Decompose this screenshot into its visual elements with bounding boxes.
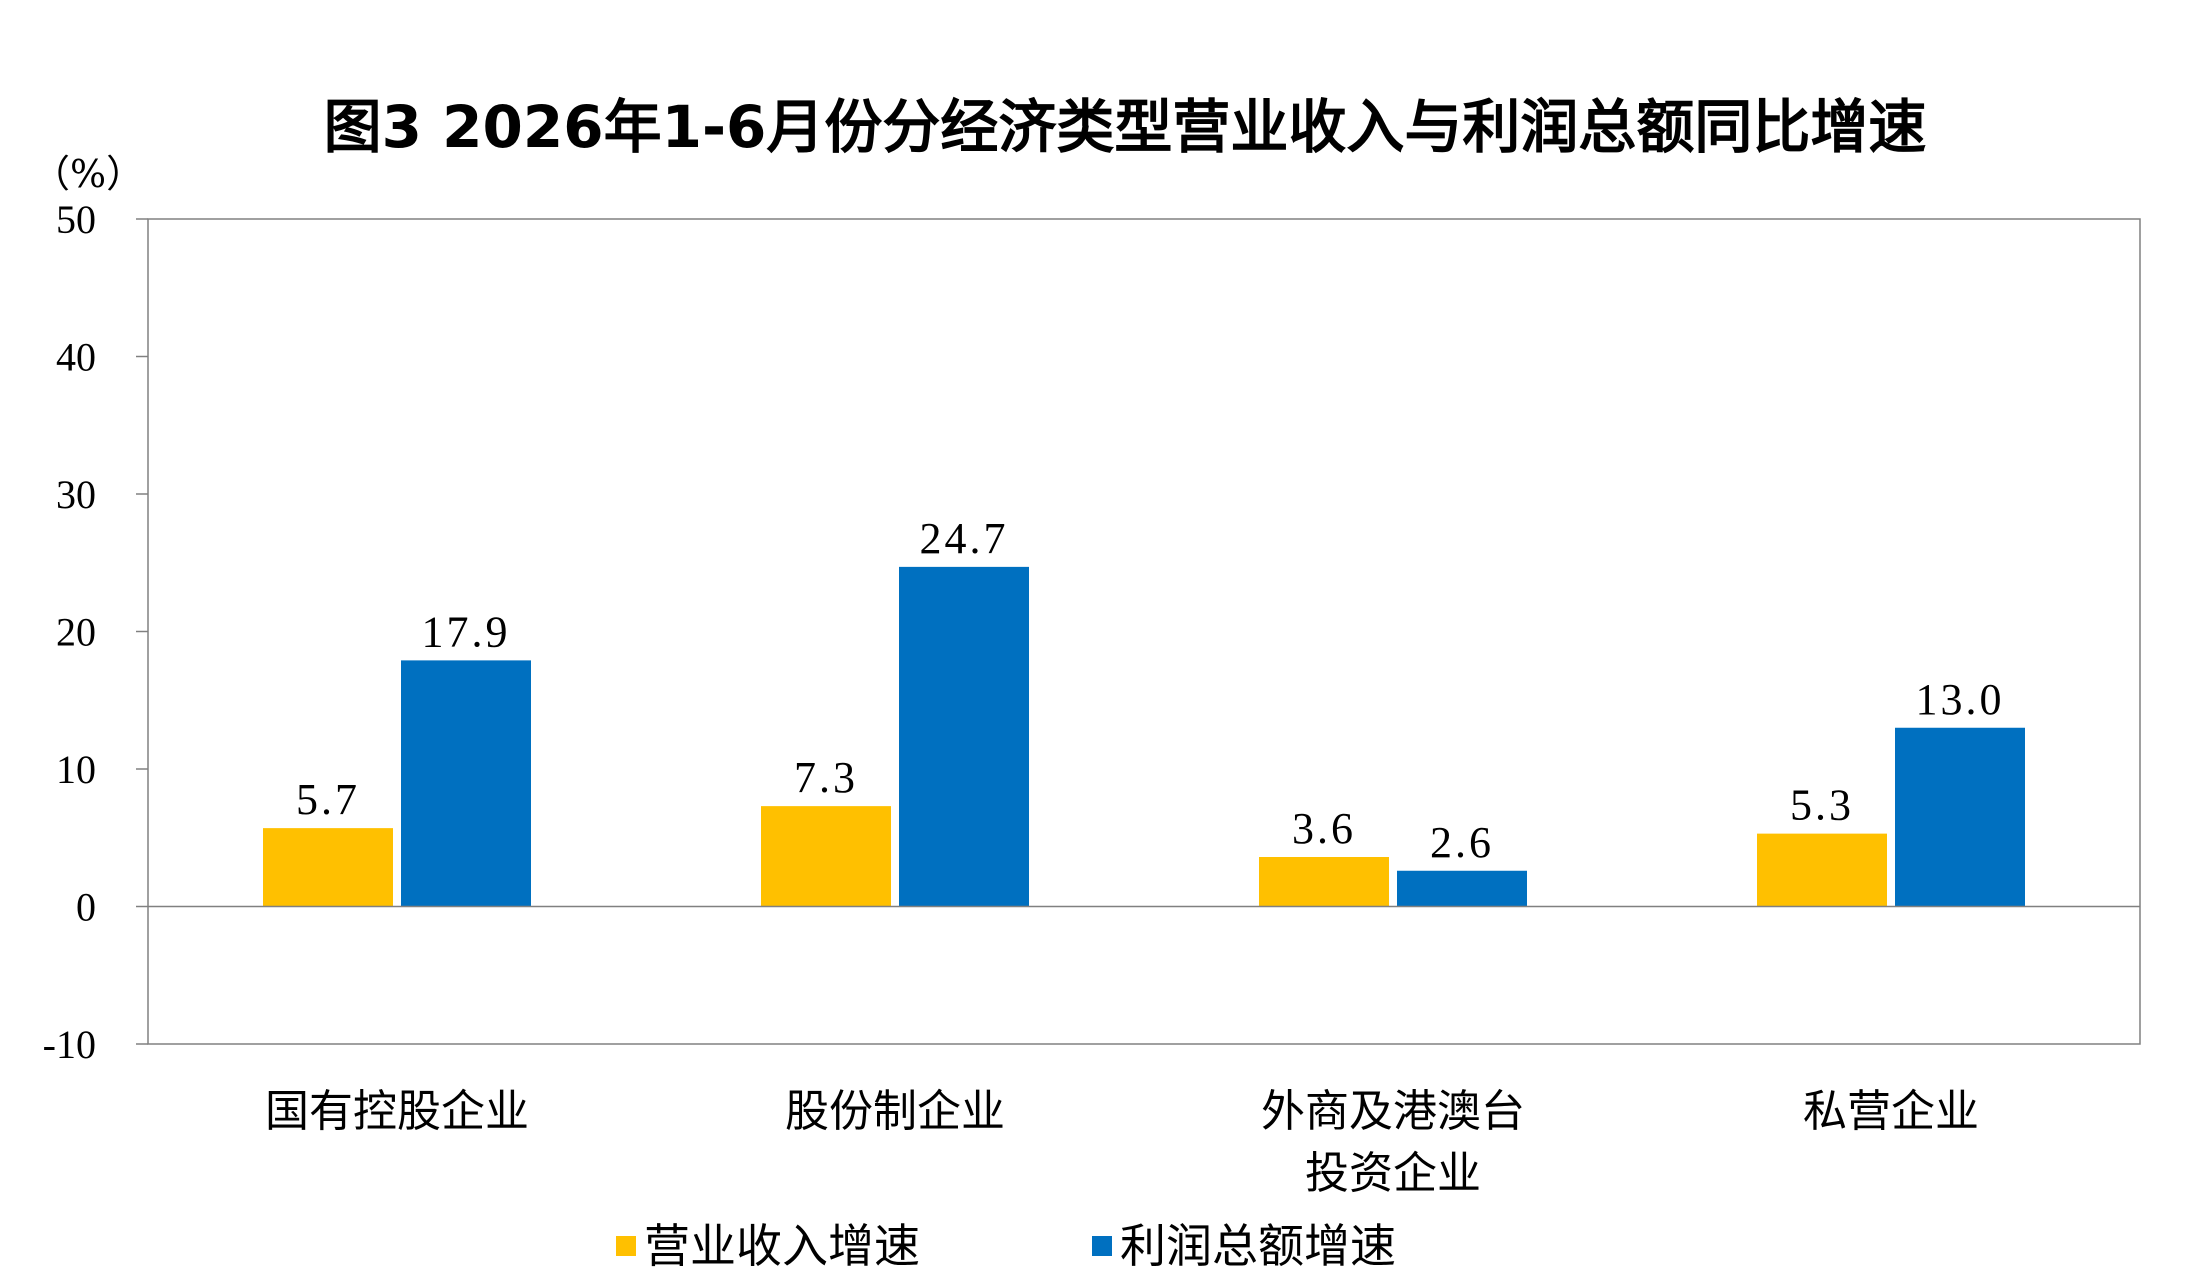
y-tick-label: -10 <box>43 1022 96 1067</box>
data-labels: 5.7 7.3 3.6 5.3 17.9 24.7 2.6 13.0 <box>296 514 2005 867</box>
data-label: 13.0 <box>1916 675 2005 724</box>
y-tick-label: 30 <box>56 472 96 517</box>
data-label: 5.7 <box>296 775 360 824</box>
bars <box>263 566 2025 907</box>
legend-label: 利润总额增速 <box>1120 1219 1396 1273</box>
y-tick-label: 50 <box>56 197 96 242</box>
bar-profit <box>401 660 531 907</box>
data-label: 2.6 <box>1430 818 1494 867</box>
legend-label: 营业收入增速 <box>644 1219 920 1273</box>
legend-swatch <box>616 1236 636 1256</box>
data-label: 5.3 <box>1790 781 1854 830</box>
y-tick-label: 40 <box>56 335 96 380</box>
bar-revenue <box>1259 857 1389 907</box>
y-tick-label: 10 <box>56 747 96 792</box>
category-label: 私营企业 <box>1803 1086 1979 1137</box>
bar-profit <box>1397 870 1527 907</box>
bar-revenue <box>761 806 891 907</box>
data-label: 3.6 <box>1292 804 1356 853</box>
data-label: 17.9 <box>422 607 511 656</box>
category-label: 外商及港澳台 <box>1261 1086 1525 1137</box>
bar-revenue <box>263 828 393 907</box>
bar-profit <box>1895 727 2025 907</box>
bar-revenue <box>1757 833 1887 907</box>
category-label: 股份制企业 <box>785 1086 1005 1137</box>
category-label: 国有控股企业 <box>265 1086 529 1137</box>
y-axis-unit-label: （%） <box>32 152 144 196</box>
chart-title: 图3 2026年1-6月份分经济类型营业收入与利润总额同比增速 <box>324 93 1927 161</box>
data-label: 7.3 <box>794 753 858 802</box>
bar-profit <box>899 566 1029 907</box>
y-tick-label: 20 <box>56 610 96 655</box>
y-axis: -10 0 10 20 30 40 50 <box>43 197 148 1067</box>
category-label: 投资企业 <box>1305 1148 1481 1199</box>
y-tick-label: 0 <box>76 885 96 930</box>
legend-swatch <box>1092 1236 1112 1256</box>
data-label: 24.7 <box>920 514 1009 563</box>
legend: 营业收入增速 利润总额增速 <box>616 1219 1396 1273</box>
